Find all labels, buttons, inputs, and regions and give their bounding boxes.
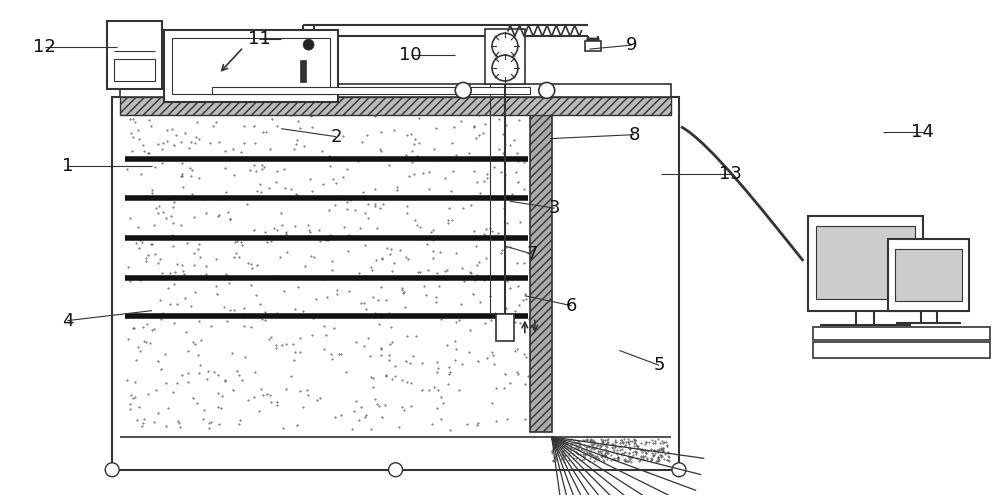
Text: 11: 11 xyxy=(248,30,271,48)
Text: 12: 12 xyxy=(33,38,56,56)
Circle shape xyxy=(303,39,314,50)
Text: 4: 4 xyxy=(62,311,73,329)
Bar xyxy=(172,38,330,94)
Bar xyxy=(496,313,514,341)
Text: 9: 9 xyxy=(626,36,637,54)
Bar xyxy=(212,87,530,94)
Bar xyxy=(107,21,162,89)
Text: 1: 1 xyxy=(62,157,73,176)
Bar xyxy=(585,41,601,51)
Circle shape xyxy=(492,55,518,81)
Circle shape xyxy=(105,463,119,477)
Circle shape xyxy=(672,463,686,477)
Text: 3: 3 xyxy=(549,199,560,217)
Bar xyxy=(114,59,155,81)
Text: 7: 7 xyxy=(526,245,538,263)
Bar xyxy=(813,342,990,359)
Bar xyxy=(300,60,306,82)
Bar xyxy=(120,97,671,115)
Bar xyxy=(888,239,969,310)
Bar xyxy=(120,84,671,97)
Text: 5: 5 xyxy=(653,356,665,374)
Bar xyxy=(485,29,525,84)
Bar xyxy=(808,216,923,310)
Circle shape xyxy=(539,82,555,98)
Circle shape xyxy=(492,33,518,59)
Bar xyxy=(895,249,962,301)
Bar xyxy=(112,97,679,470)
Text: 13: 13 xyxy=(719,165,742,184)
Text: 14: 14 xyxy=(911,123,934,141)
Text: 10: 10 xyxy=(399,46,422,64)
Bar xyxy=(530,110,552,432)
Circle shape xyxy=(455,82,471,98)
Text: 6: 6 xyxy=(566,297,577,314)
Bar xyxy=(816,226,915,299)
Bar xyxy=(164,30,338,102)
Circle shape xyxy=(389,463,403,477)
Text: 2: 2 xyxy=(330,127,342,146)
Bar xyxy=(813,326,990,340)
Text: 8: 8 xyxy=(629,125,640,144)
